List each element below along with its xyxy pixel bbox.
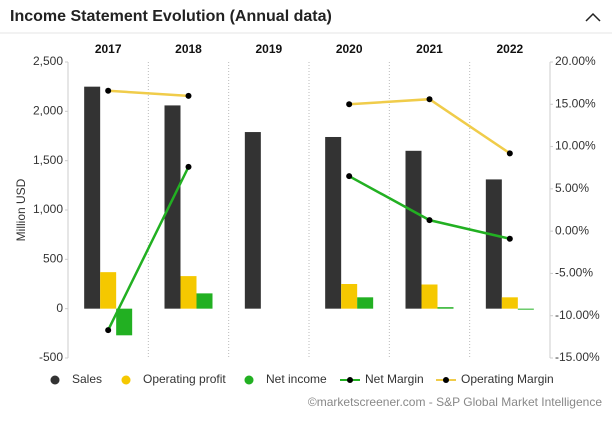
x-category-label: 2017 (95, 42, 122, 56)
legend-dot (121, 375, 131, 385)
y-tick-label: 500 (43, 252, 63, 266)
line-marker (506, 235, 513, 242)
x-category-label: 2018 (175, 42, 202, 56)
y2-tick-label: 20.00% (555, 54, 596, 68)
y2-tick-label: 5.00% (555, 181, 589, 195)
bar (244, 132, 261, 309)
x-category-label: 2020 (336, 42, 363, 56)
x-category-label: 2019 (255, 42, 282, 56)
legend-dot (244, 375, 254, 385)
line-marker (506, 150, 513, 157)
bar (501, 297, 518, 309)
bar (116, 308, 133, 336)
y-tick-label: 1,500 (33, 153, 63, 167)
bar (164, 105, 181, 309)
legend-label: Operating profit (143, 372, 226, 386)
bar (357, 297, 374, 309)
y-tick-label: 2,000 (33, 104, 63, 118)
y2-tick-label: -5.00% (555, 266, 593, 280)
x-category-label: 2021 (416, 42, 443, 56)
x-category-label: 2022 (496, 42, 523, 56)
bar (100, 272, 117, 309)
y-tick-label: 2,500 (33, 54, 63, 68)
bar (485, 179, 502, 309)
legend-label: Operating Margin (461, 372, 554, 386)
legend-label: Net Margin (365, 372, 424, 386)
y2-tick-label: 0.00% (555, 223, 589, 237)
y-tick-label: 0 (56, 301, 63, 315)
collapse-caret[interactable] (585, 12, 601, 22)
line-marker (346, 173, 353, 180)
source: ©marketscreener.com - S&P Global Market … (308, 395, 602, 409)
bar (341, 284, 358, 309)
bar (405, 150, 422, 309)
line-marker (105, 87, 112, 94)
y-axis-label: Million USD (14, 178, 28, 241)
legend-label: Sales (72, 372, 102, 386)
legend-dot (443, 377, 449, 383)
bar (196, 293, 213, 309)
line-marker (105, 327, 112, 334)
bar (84, 86, 101, 309)
bar (517, 308, 534, 310)
y2-tick-label: -15.00% (555, 350, 600, 364)
bar (421, 284, 438, 309)
y2-tick-label: 15.00% (555, 96, 596, 110)
y-tick-label: -500 (39, 350, 63, 364)
y-tick-label: 1,000 (33, 202, 63, 216)
legend-dot (347, 377, 353, 383)
bar (437, 307, 454, 309)
y2-tick-label: 10.00% (555, 139, 596, 153)
line-marker (426, 96, 433, 103)
legend-label: Net income (266, 372, 327, 386)
legend-dot (50, 375, 60, 385)
bar (325, 136, 342, 309)
line-marker (346, 101, 353, 108)
y2-tick-label: -10.00% (555, 308, 600, 322)
bar (180, 276, 197, 309)
line-marker (185, 163, 192, 170)
line-marker (426, 217, 433, 224)
chart-title: Income Statement Evolution (Annual data) (10, 8, 332, 25)
line-marker (185, 92, 192, 99)
